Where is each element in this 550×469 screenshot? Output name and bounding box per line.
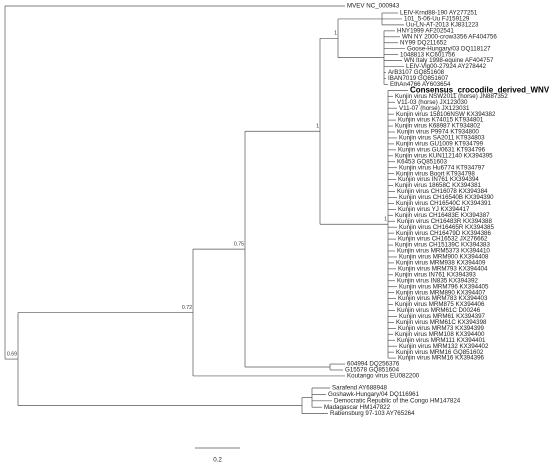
tip-label: Kunjin virus GU0631 KT934796 <box>398 146 486 153</box>
tip-label: Kunjin virus K68987 KT934802 <box>395 123 481 130</box>
tip-label: Madagascar HM147822 <box>324 404 391 411</box>
tip-label: 1048813 KC601756 <box>400 51 456 58</box>
support-value: 1 <box>334 31 337 37</box>
tip-label: V11-07 (horse) JX123031 <box>399 105 470 112</box>
tip-label: Kunjin virus KUN112140 KX394395 <box>395 152 493 159</box>
tip-label: Kunjin virus SA2011 KT934803 <box>399 135 485 142</box>
tip-label: Democratic Republic of the Congo HM14782… <box>334 397 461 404</box>
tip-label: 604994 DQ256376 <box>347 361 400 368</box>
tip-label: Kunjin virus CH16540C KX394391 <box>396 200 491 207</box>
tip-label: Kunjin virus MRM938 KX394409 <box>396 260 486 267</box>
support-value: 1 <box>384 217 387 223</box>
support-value: 0.69 <box>7 351 17 357</box>
tip-label: Kunjin virus MRM875 KX394406 <box>395 301 485 308</box>
tip-label: NY99 DQ211652 <box>400 39 447 46</box>
tip-label: Kunjin virus MRM61 KX394397 <box>399 313 486 320</box>
tip-label: Kunjin virus IN835 KX394392 <box>397 277 478 284</box>
tip-label: Kunjin virus MRM890 KX394407 <box>396 289 486 296</box>
tip-label: Kunjin virus MRM61C D00246 <box>397 307 481 314</box>
tip-label: Kunjin virus K74015 KT934801 <box>398 117 484 124</box>
tip-label: Kunjin virus Hu6774 KT934797 <box>399 164 485 171</box>
tip-label: Uu-LN-AT-2013 KJ831223 <box>406 22 479 29</box>
tip-label: 101_5-06-Uu FJ159129 <box>404 16 470 23</box>
tip-label: Goose-Hungary/03 DQ118127 <box>407 45 491 52</box>
tip-label: Kunjin virus GU1009 KT934799 <box>396 141 484 148</box>
tip-label: LEIV-Krnd88-190 AY277251 <box>400 10 478 17</box>
tip-label: Kunjin virus 18658C KX394381 <box>395 182 482 189</box>
support-value: 0.72 <box>182 305 192 311</box>
tip-label: Kunjin virus Boort KT934798 <box>396 170 475 177</box>
tip-label: Kunjin virus MRM793 KX394404 <box>398 265 488 272</box>
tip-label: V11-03 (horse) JX123030 <box>397 99 468 106</box>
tip-label: Kunjin virus MRM108 KX394400 <box>395 331 485 338</box>
tip-label: Kunjin virus CH16483E KX394387 <box>395 212 490 219</box>
tip-label: Goshawk-Hungary/04 DQ116961 <box>328 391 420 398</box>
support-value: 1 <box>316 124 319 130</box>
tip-label: Sarafend AY688948 <box>332 385 387 392</box>
tip-label: Kunjin virus P9974 KT934800 <box>397 129 479 136</box>
tip-label: Kunjin virus MRM111 KX394401 <box>397 337 486 344</box>
tip-label: HNY1999 AF202541 <box>397 27 454 34</box>
tip-label: MVEV NC_000943 <box>347 3 400 10</box>
tip-label: Kunjin virus NSW2011 (horse) JN887352 <box>395 93 508 100</box>
tip-label: Kunjin virus MRM61C KX394398 <box>396 319 487 326</box>
tip-label: Kunjin virus MRM5373 KX394410 <box>397 248 490 255</box>
tip-label: Kunjin virus CH16465R KX394385 <box>399 224 494 231</box>
tip-label: WN NY 2000-crow3356 AF404756 <box>402 33 497 40</box>
tip-label: Kunjin virus CH15139C KX394383 <box>395 242 490 249</box>
tip-label: Kunjin virus MRM783 KX394403 <box>398 295 488 302</box>
tip-label: Kunjin virus IN761 KX394394 <box>398 176 479 183</box>
tip-label: LEIV-Vlg00-27924 AY278442 <box>406 63 487 70</box>
tip-label: Kunjin virus MRM16 GQ851602 <box>396 349 484 356</box>
tip-label: Kunjin virus MRM900 KX394408 <box>399 254 489 261</box>
tip-label: Rabensburg 97-103 AY765264 <box>330 410 415 417</box>
tip-label: WN Italy 1998-equine AF404757 <box>404 57 494 64</box>
tip-label: Kunjin virus CH16483R KX394388 <box>397 218 492 225</box>
tip-label: Kunjin virus 158106NSW KX394382 <box>396 111 496 118</box>
support-value: 0.75 <box>234 242 244 248</box>
tip-label: IBAN7019 GQ851607 <box>388 75 449 82</box>
tip-label: Kunjin virus MRM73 KX394399 <box>398 325 485 332</box>
tip-label: Kunjin virus CH16532 JX276662 <box>398 236 488 243</box>
tip-label: Kunjin virus MRM16 KX394396 <box>398 355 485 362</box>
tip-label: Kunjin virus MRM796 KX394405 <box>399 283 489 290</box>
tip-label: Kunjin virus CH16540B KX394390 <box>399 194 494 201</box>
tip-label: Consensus_crocodile_derived_WNV <box>410 85 550 94</box>
tip-label: Kunjin virus CH16078 KX394384 <box>397 188 488 195</box>
tip-label: ArB3107 GQ851608 <box>388 69 445 76</box>
tip-label: EthAn4766 AY603654 <box>390 81 451 88</box>
tip-label: G15578 GQ851604 <box>345 367 400 374</box>
tip-label: Kunjin virus IN761 KX394393 <box>395 271 476 278</box>
scale-bar-label: 0.2 <box>213 457 222 464</box>
tip-label: K6453 GQ851603 <box>397 158 447 165</box>
tip-label: Kunjin virus YJ KX394417 <box>398 206 470 213</box>
tip-label: Kunjin virus MRM132 KX394402 <box>399 343 489 350</box>
tip-label: Koutango virus EU082200 <box>347 373 420 380</box>
tip-label: Kunjin virus CH16479D KX394386 <box>396 230 491 237</box>
